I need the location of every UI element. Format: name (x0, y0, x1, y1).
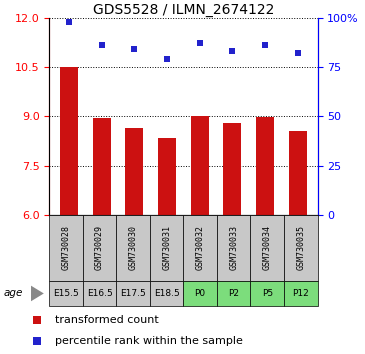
Point (295, 50, 301, 56)
Text: transformed count: transformed count (55, 315, 158, 325)
Bar (289, 131, 307, 215)
Bar (116, 281, 150, 306)
Bar (217, 215, 250, 281)
Text: P5: P5 (262, 289, 273, 298)
Bar (183, 281, 217, 306)
Text: percentile rank within the sample: percentile rank within the sample (55, 336, 243, 346)
Text: GSM730033: GSM730033 (229, 225, 238, 270)
Point (131, 46, 137, 52)
Text: GSM730034: GSM730034 (263, 225, 272, 270)
Bar (217, 281, 250, 306)
Text: GSM730031: GSM730031 (162, 225, 171, 270)
Text: P2: P2 (228, 289, 239, 298)
Bar (49, 215, 83, 281)
Text: E18.5: E18.5 (154, 289, 180, 298)
Point (230, 48, 235, 54)
Bar (83, 215, 116, 281)
Bar (60, 67, 78, 215)
Bar (93, 118, 111, 215)
Bar (284, 215, 318, 281)
Text: GSM730032: GSM730032 (196, 225, 205, 270)
Bar (223, 123, 242, 215)
Text: E16.5: E16.5 (87, 289, 112, 298)
Bar (116, 215, 150, 281)
Bar (150, 215, 184, 281)
Bar (250, 215, 284, 281)
Text: age: age (4, 289, 23, 298)
Point (262, 42, 268, 48)
Bar (125, 128, 143, 215)
Bar (256, 118, 274, 215)
Text: P12: P12 (292, 289, 309, 298)
Point (34, 317, 39, 323)
Point (66, 19, 72, 24)
Bar (158, 138, 176, 215)
Text: E15.5: E15.5 (53, 289, 79, 298)
Bar (150, 281, 184, 306)
Bar (83, 281, 116, 306)
Bar (250, 281, 284, 306)
Bar (183, 215, 217, 281)
Point (99, 42, 104, 48)
Bar (191, 116, 209, 215)
Text: GSM730029: GSM730029 (95, 225, 104, 270)
Bar (49, 281, 83, 306)
Point (197, 41, 203, 46)
Point (34, 338, 39, 344)
Text: P0: P0 (195, 289, 206, 298)
Bar (284, 281, 318, 306)
Point (164, 56, 170, 62)
Text: E17.5: E17.5 (120, 289, 146, 298)
Text: GSM730030: GSM730030 (128, 225, 138, 270)
Title: GDS5528 / ILMN_2674122: GDS5528 / ILMN_2674122 (93, 3, 274, 17)
Text: GSM730028: GSM730028 (62, 225, 70, 270)
Text: GSM730035: GSM730035 (296, 225, 305, 270)
